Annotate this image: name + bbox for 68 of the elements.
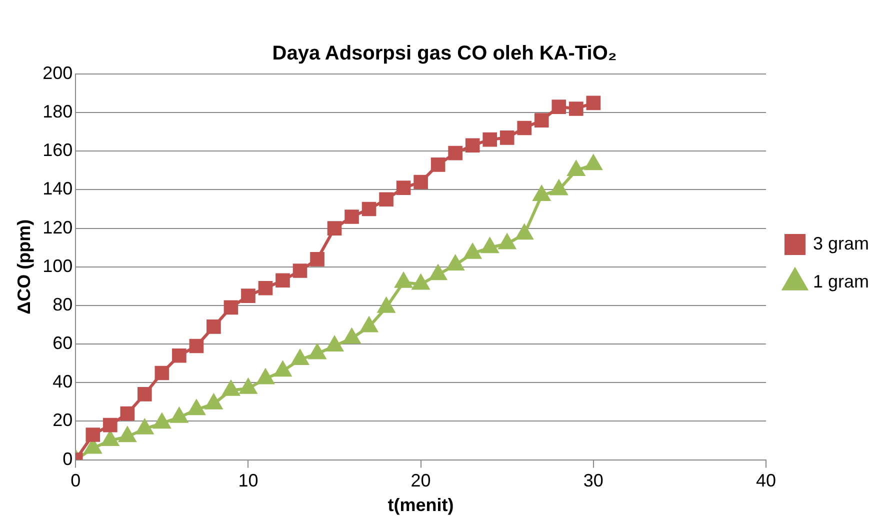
y-axis-title: ΔCO (ppm) [14,219,34,314]
y-tick-label: 200 [42,62,73,83]
y-tick-label: 100 [42,256,73,276]
point [360,317,378,332]
point [136,419,154,434]
y-tick-label: 140 [42,178,73,199]
point [414,174,428,190]
point [465,138,480,153]
x-tick-label: 40 [756,470,776,491]
point [379,192,394,207]
point [241,288,256,303]
point [205,394,222,410]
point [500,130,514,145]
point [517,120,532,136]
point [292,350,308,365]
point [170,408,188,423]
point [412,274,430,290]
y-tick-label: 160 [42,140,73,160]
y-tick-label: 20 [52,410,73,430]
point [258,280,273,296]
point [430,158,446,172]
point [308,344,326,360]
x-tick-label: 30 [583,470,604,491]
y-tick-label: 180 [42,102,73,122]
point [257,369,274,384]
point [240,378,257,394]
x-tick-label: 20 [410,470,431,491]
point [481,238,498,254]
point [102,431,119,446]
point [464,244,482,259]
point [327,221,342,236]
x-axis-title: t(menit) [388,495,454,516]
point [446,255,464,270]
point [362,202,376,216]
point [154,414,170,429]
x-tick-label: 10 [238,470,258,491]
point [188,400,205,416]
y-tick-label: 80 [52,294,73,314]
point [568,102,584,116]
point [395,272,412,288]
chart-title: Daya Adsorpsi gas CO oleh KA-TiO₂ [272,42,617,65]
point [430,265,446,280]
point [224,300,238,315]
y-tick-label: 40 [52,372,73,392]
point [292,264,308,278]
y-tick-label: 60 [52,333,73,354]
point [552,100,566,114]
point [222,380,240,396]
point [448,146,462,160]
legend-label: 1 gram [812,271,870,292]
point [343,328,360,344]
point [378,298,395,313]
point [586,96,601,110]
point [482,132,497,147]
point [276,273,290,288]
point [326,336,343,352]
point [396,180,411,195]
point [498,234,516,250]
point [533,186,550,202]
y-tick-label: 120 [42,217,73,238]
point [516,224,533,240]
point [310,252,324,266]
y-tick-label: 0 [62,448,73,469]
point [534,113,549,128]
point [274,362,292,377]
point [118,427,136,442]
point [344,210,359,224]
legend-label: 3 gram [812,233,870,254]
